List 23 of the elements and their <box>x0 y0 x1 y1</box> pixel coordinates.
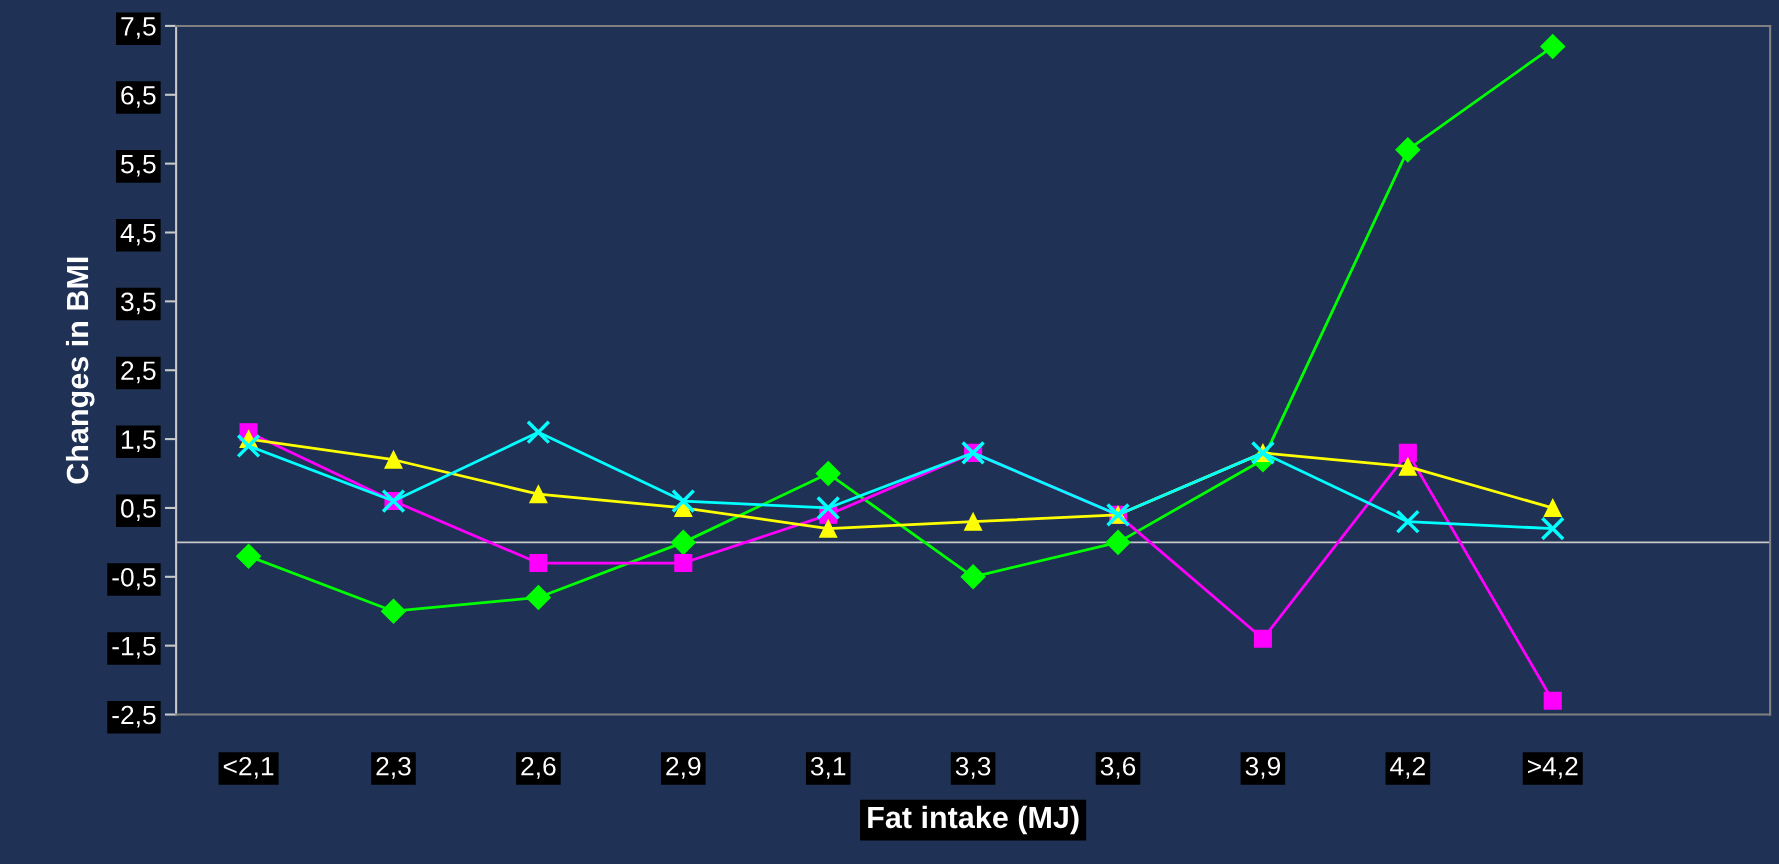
x-tick-label: 3,1 <box>810 756 846 779</box>
y-tick-label: 7,5 <box>121 17 156 39</box>
x-tick-label: 3,6 <box>1100 756 1136 779</box>
y-tick-label: -1,5 <box>112 637 156 659</box>
x-tick-label: >4,2 <box>1528 756 1578 779</box>
x-tick-label: 2,6 <box>521 756 556 779</box>
x-tick-label: 3,3 <box>955 756 991 779</box>
y-tick-label: -0,5 <box>112 567 156 590</box>
x-tick-label: 3,9 <box>1245 756 1281 779</box>
x-axis-title: Fat intake (MJ) <box>868 805 1079 835</box>
y-tick-label: 2,5 <box>121 361 156 384</box>
y-tick-label: 4,5 <box>120 223 156 246</box>
y-tick-label: 0,5 <box>121 499 156 521</box>
y-tick-label: 3,5 <box>121 292 156 315</box>
x-tick-label: <2,1 <box>223 756 274 779</box>
y-tick-label: 5,5 <box>121 155 156 177</box>
y-tick-label: 6,5 <box>121 85 156 108</box>
x-tick-label: 2,3 <box>376 756 411 779</box>
x-tick-label: 2,9 <box>666 756 701 779</box>
x-tick-label: 4,2 <box>1390 756 1425 779</box>
y-tick-label: 1,5 <box>122 430 156 453</box>
y-axis-title: Changes in BMI <box>65 257 95 484</box>
y-tick-label: -2,5 <box>112 705 156 728</box>
